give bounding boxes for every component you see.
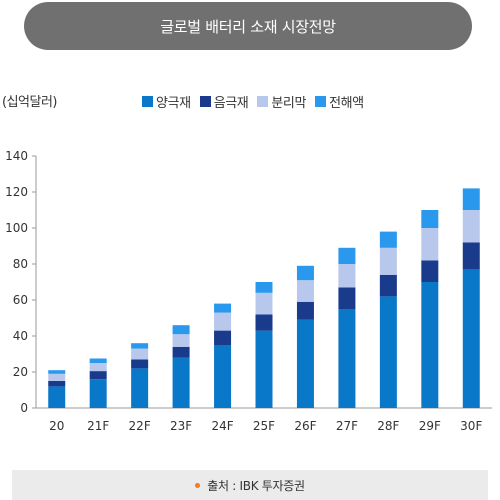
x-tick-label: 20 xyxy=(49,419,64,433)
bar-segment-electrolyte xyxy=(214,303,232,313)
y-tick-label: 0 xyxy=(20,401,28,415)
x-tick-label: 23F xyxy=(170,419,192,433)
legend: 양극재 음극재 분리막 전해액 xyxy=(142,92,373,111)
bar-segment-cathode xyxy=(296,319,314,408)
bar-segment-cathode xyxy=(214,345,232,408)
y-axis-unit-label: (십억달러) xyxy=(2,95,57,110)
legend-label-cathode: 양극재 xyxy=(156,96,191,111)
bar-segment-anode xyxy=(214,330,232,345)
y-tick-label: 140 xyxy=(5,149,28,163)
bar-segment-separator xyxy=(421,228,439,261)
y-tick-label: 120 xyxy=(5,185,28,199)
legend-swatch-anode xyxy=(199,96,211,107)
x-tick-label: 22F xyxy=(129,419,151,433)
bar-segment-cathode xyxy=(131,368,149,408)
legend-swatch-separator xyxy=(257,96,269,107)
bar-segment-cathode xyxy=(89,379,107,408)
x-tick-label: 30F xyxy=(460,419,482,433)
bar-segment-electrolyte xyxy=(296,265,314,281)
bar-segment-separator xyxy=(338,264,356,288)
bar-segment-electrolyte xyxy=(379,231,397,248)
bar-segment-separator xyxy=(296,280,314,302)
legend-swatch-cathode xyxy=(142,96,153,107)
x-tick-label: 25F xyxy=(253,419,275,433)
y-tick-label: 100 xyxy=(5,221,28,235)
legend-label-anode: 음극재 xyxy=(213,96,249,111)
bar-segment-cathode xyxy=(421,282,439,408)
legend-item-anode: 음극재 xyxy=(199,92,249,111)
bar-segment-anode xyxy=(172,346,190,358)
x-tick-label: 24F xyxy=(211,419,233,433)
x-tick-label: 21F xyxy=(87,419,109,433)
bar-segment-electrolyte xyxy=(131,343,149,349)
bar-segment-cathode xyxy=(255,330,273,408)
bar-segment-electrolyte xyxy=(89,358,107,363)
bar-segment-electrolyte xyxy=(48,370,66,374)
bar-segment-electrolyte xyxy=(421,210,439,228)
source-bar: 출처 : IBK 투자증권 xyxy=(12,470,488,500)
bar-segment-cathode xyxy=(462,269,480,408)
bar-segment-anode xyxy=(131,359,149,369)
bar-segment-cathode xyxy=(379,296,397,408)
bar-segment-separator xyxy=(379,247,397,275)
bar-segment-cathode xyxy=(48,386,66,408)
bar-segment-anode xyxy=(462,242,480,270)
chart-title: 글로벌 배터리 소재 시장전망 xyxy=(160,17,336,36)
y-tick-label: 80 xyxy=(13,257,28,271)
legend-item-cathode: 양극재 xyxy=(142,92,191,111)
bar-segment-cathode xyxy=(172,357,190,408)
y-tick-label: 60 xyxy=(13,293,28,307)
x-tick-label: 28F xyxy=(377,419,399,433)
bar-segment-separator xyxy=(131,348,149,360)
bar-segment-separator xyxy=(89,363,107,372)
chart-title-banner: 글로벌 배터리 소재 시장전망 xyxy=(24,2,472,50)
bar-segment-anode xyxy=(421,260,439,282)
bar-segment-anode xyxy=(379,274,397,297)
y-tick-label: 40 xyxy=(13,329,28,343)
legend-label-electrolyte: 전해액 xyxy=(329,96,364,111)
bar-segment-anode xyxy=(255,314,273,331)
bar-segment-electrolyte xyxy=(255,282,273,293)
bar-segment-electrolyte xyxy=(462,188,480,210)
bullet-dot-icon xyxy=(195,482,201,488)
x-tick-label: 29F xyxy=(419,419,441,433)
legend-item-electrolyte: 전해액 xyxy=(315,92,364,111)
legend-label-separator: 분리막 xyxy=(271,96,307,111)
bar-segment-separator xyxy=(255,292,273,315)
bar-segment-electrolyte xyxy=(172,325,190,335)
bar-segment-anode xyxy=(296,301,314,320)
bar-segment-anode xyxy=(48,381,66,387)
bar-segment-anode xyxy=(89,371,107,380)
legend-swatch-electrolyte xyxy=(315,96,327,107)
y-tick-label: 20 xyxy=(13,365,28,379)
bar-segment-anode xyxy=(338,287,356,309)
legend-item-separator: 분리막 xyxy=(257,92,306,111)
source-text: 출처 : IBK 투자증권 xyxy=(207,478,305,493)
x-tick-label: 27F xyxy=(336,419,358,433)
bar-segment-separator xyxy=(172,334,190,347)
x-tick-label: 26F xyxy=(294,419,316,433)
bar-segment-separator xyxy=(214,312,232,331)
bar-segment-electrolyte xyxy=(338,247,356,264)
bar-segment-cathode xyxy=(338,309,356,408)
bar-segment-separator xyxy=(48,373,66,381)
bar-segment-separator xyxy=(462,210,480,243)
